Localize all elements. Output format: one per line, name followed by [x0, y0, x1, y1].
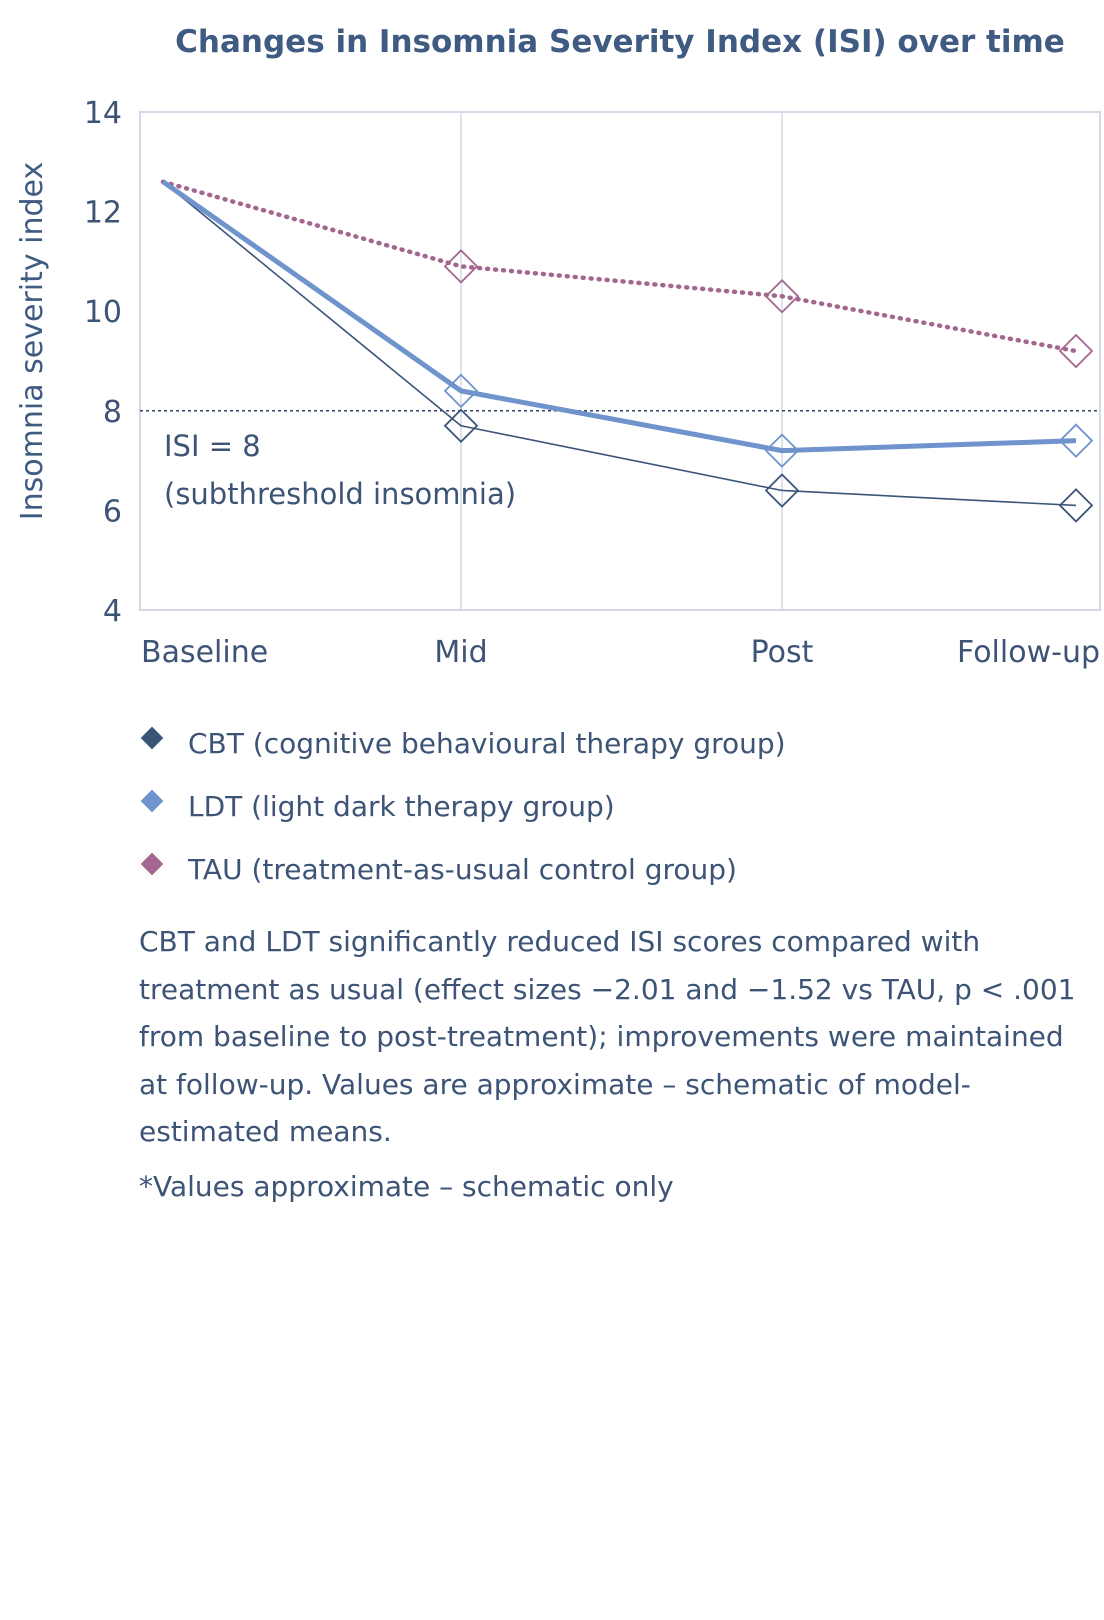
legend-item-cbt: CBT (cognitive behavioural therapy group…: [140, 712, 786, 775]
x-tick-label: Post: [751, 635, 814, 670]
y-tick-label: 6: [103, 494, 122, 529]
y-tick-label: 4: [103, 594, 122, 629]
y-tick-label: 12: [84, 196, 122, 231]
y-axis-label: Insomnia severity index: [15, 162, 50, 520]
series-line-tau: [160, 179, 1079, 354]
y-tick-label: 14: [84, 96, 122, 131]
x-tick-label: Mid: [434, 635, 487, 670]
diamond-icon: [140, 789, 164, 812]
chart-area: 4 6 8 10 12 14 Baseline Mid Post Follow-up Insomni…: [15, 96, 1101, 670]
series-line-cbt: [162, 181, 1077, 507]
data-point-marker: [443, 408, 479, 444]
footnote: *Values approximate – schematic only: [139, 1170, 674, 1203]
reference-label: ISI = 8: [164, 429, 261, 463]
reference-label: (subthreshold insomnia): [164, 477, 516, 511]
legend-label: CBT (cognitive behavioural therapy group…: [188, 727, 786, 760]
description: CBT and LDT significantly reduced ISI sc…: [139, 925, 1076, 1148]
plot-frame: [139, 111, 1101, 611]
x-tick-label: Follow-up: [957, 635, 1100, 670]
legend-label: TAU (treatment-as-usual control group): [188, 853, 737, 886]
data-point-marker: [1058, 423, 1094, 458]
legend-item-tau: TAU (treatment-as-usual control group): [140, 838, 786, 901]
data-point-marker: [443, 249, 479, 284]
diamond-icon: [140, 726, 164, 749]
y-tick-label: 8: [103, 395, 122, 430]
series-line-ldt: [161, 179, 1077, 454]
data-point-marker: [443, 373, 479, 409]
data-point-marker: [764, 473, 800, 508]
data-point-marker: [764, 278, 800, 314]
data-point-marker: [1058, 333, 1094, 369]
x-tick-label: Baseline: [141, 635, 268, 670]
diamond-icon: [140, 852, 164, 875]
legend: CBT (cognitive behavioural therapy group…: [140, 712, 786, 901]
data-point-marker: [1058, 488, 1094, 523]
chart-title: Changes in Insomnia Severity Index (ISI)…: [175, 24, 1065, 60]
legend-item-ldt: LDT (light dark therapy group): [140, 775, 786, 838]
data-point-marker: [764, 433, 800, 468]
legend-label: LDT (light dark therapy group): [188, 790, 615, 823]
y-tick-label: 10: [84, 295, 122, 330]
